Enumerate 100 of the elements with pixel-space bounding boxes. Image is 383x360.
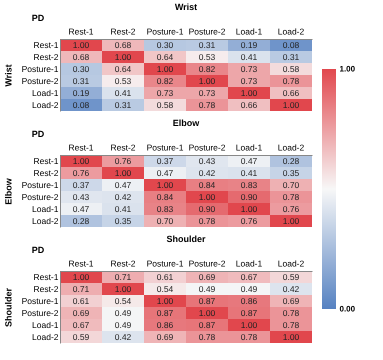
- data-label: 0.68: [72, 52, 90, 62]
- data-label: 0.78: [282, 308, 300, 318]
- data-label: 1.00: [198, 192, 216, 202]
- data-label: 1.00: [156, 64, 174, 74]
- y-tick-label: Posture-2: [22, 76, 59, 86]
- data-label: 0.31: [198, 40, 216, 50]
- data-label: 1.00: [198, 76, 216, 86]
- data-label: 0.43: [72, 192, 90, 202]
- data-label: 0.78: [198, 332, 216, 342]
- y-tick-label: Load-1: [32, 204, 59, 214]
- y-tick-label: Load-1: [32, 320, 59, 330]
- data-label: 0.47: [240, 156, 258, 166]
- data-label: 0.84: [156, 192, 174, 202]
- data-label: 0.59: [72, 332, 90, 342]
- data-label: 0.42: [282, 284, 300, 294]
- data-label: 1.00: [72, 156, 90, 166]
- data-label: 0.08: [282, 40, 300, 50]
- x-tick-label: Posture-1: [146, 26, 184, 36]
- data-label: 0.67: [72, 320, 90, 330]
- data-label: 0.87: [156, 308, 174, 318]
- x-tick-label: Load-1: [236, 142, 263, 152]
- data-label: 1.00: [282, 216, 300, 226]
- data-label: 0.58: [282, 64, 300, 74]
- text: PD: [32, 129, 45, 139]
- data-label: 0.49: [198, 284, 216, 294]
- data-label: 0.66: [240, 100, 258, 110]
- data-label: 0.73: [240, 76, 258, 86]
- y-axis-title: Wrist: [4, 64, 14, 87]
- data-label: 0.31: [282, 52, 300, 62]
- y-tick-label: Load-2: [32, 216, 59, 226]
- x-tick-label: Load-1: [236, 26, 263, 36]
- data-label: 0.49: [240, 284, 258, 294]
- data-label: 0.41: [240, 52, 258, 62]
- data-label: 0.53: [198, 52, 216, 62]
- data-label: 0.59: [282, 272, 300, 282]
- y-axis-title: Elbow: [4, 177, 14, 205]
- text: PD: [32, 13, 45, 23]
- data-label: 0.69: [282, 296, 300, 306]
- data-label: 0.31: [114, 100, 132, 110]
- data-label: 0.42: [198, 168, 216, 178]
- data-label: 0.70: [156, 216, 174, 226]
- y-tick-label: Rest-1: [33, 40, 59, 50]
- data-label: 0.78: [282, 320, 300, 330]
- data-label: 0.47: [114, 180, 132, 190]
- data-label: 1.00: [156, 296, 174, 306]
- x-tick-label: Rest-1: [68, 258, 94, 268]
- data-label: 0.66: [282, 88, 300, 98]
- x-tick-label: Posture-2: [188, 258, 226, 268]
- data-label: 0.70: [282, 180, 300, 190]
- data-label: 0.73: [240, 64, 258, 74]
- x-tick-label: Load-1: [236, 258, 263, 268]
- y-tick-label: Rest-2: [33, 168, 59, 178]
- y-axis-title: Shoulder: [4, 288, 14, 328]
- data-label: 0.61: [156, 272, 174, 282]
- x-tick-label: Rest-2: [110, 26, 136, 36]
- data-label: 0.86: [240, 296, 258, 306]
- data-label: 0.73: [198, 88, 216, 98]
- data-label: 0.76: [114, 156, 132, 166]
- x-tick-label: Posture-2: [188, 142, 226, 152]
- x-tick-label: Rest-2: [110, 142, 136, 152]
- data-label: 0.76: [282, 204, 300, 214]
- x-tick-label: Load-2: [278, 26, 305, 36]
- data-label: 0.42: [114, 332, 132, 342]
- y-tick-label: Rest-1: [33, 272, 59, 282]
- data-label: 0.82: [156, 76, 174, 86]
- data-label: 0.83: [156, 204, 174, 214]
- data-label: 1.00: [114, 52, 132, 62]
- y-tick-label: Load-2: [32, 100, 59, 110]
- data-label: 0.37: [156, 156, 174, 166]
- data-label: 0.78: [198, 216, 216, 226]
- data-label: 0.82: [198, 64, 216, 74]
- data-label: 0.28: [72, 216, 90, 226]
- data-label: 0.73: [156, 88, 174, 98]
- x-tick-label: Rest-2: [110, 258, 136, 268]
- y-tick-label: Posture-2: [22, 192, 59, 202]
- x-tick-label: Posture-1: [146, 142, 184, 152]
- color-bar-label: 0.00: [340, 304, 356, 314]
- data-label: 0.61: [72, 296, 90, 306]
- data-label: 0.90: [240, 192, 258, 202]
- y-tick-label: Posture-1: [22, 64, 59, 74]
- data-label: 1.00: [114, 284, 132, 294]
- data-label: 0.37: [72, 180, 90, 190]
- y-tick-label: Load-1: [32, 88, 59, 98]
- data-label: 1.00: [282, 332, 300, 342]
- data-label: 0.28: [282, 156, 300, 166]
- data-label: 0.78: [198, 100, 216, 110]
- data-label: 1.00: [282, 100, 300, 110]
- data-label: 0.78: [282, 192, 300, 202]
- data-label: 0.83: [240, 180, 258, 190]
- chart-title: Wrist: [174, 2, 198, 12]
- data-label: 0.35: [114, 216, 132, 226]
- data-label: 0.41: [240, 168, 258, 178]
- data-label: 0.71: [72, 284, 90, 294]
- data-label: 0.19: [72, 88, 90, 98]
- data-label: 0.31: [72, 76, 90, 86]
- data-label: 0.49: [114, 308, 132, 318]
- data-label: 0.67: [240, 272, 258, 282]
- data-label: 0.47: [156, 168, 174, 178]
- data-label: 0.49: [114, 320, 132, 330]
- data-label: 0.30: [72, 64, 90, 74]
